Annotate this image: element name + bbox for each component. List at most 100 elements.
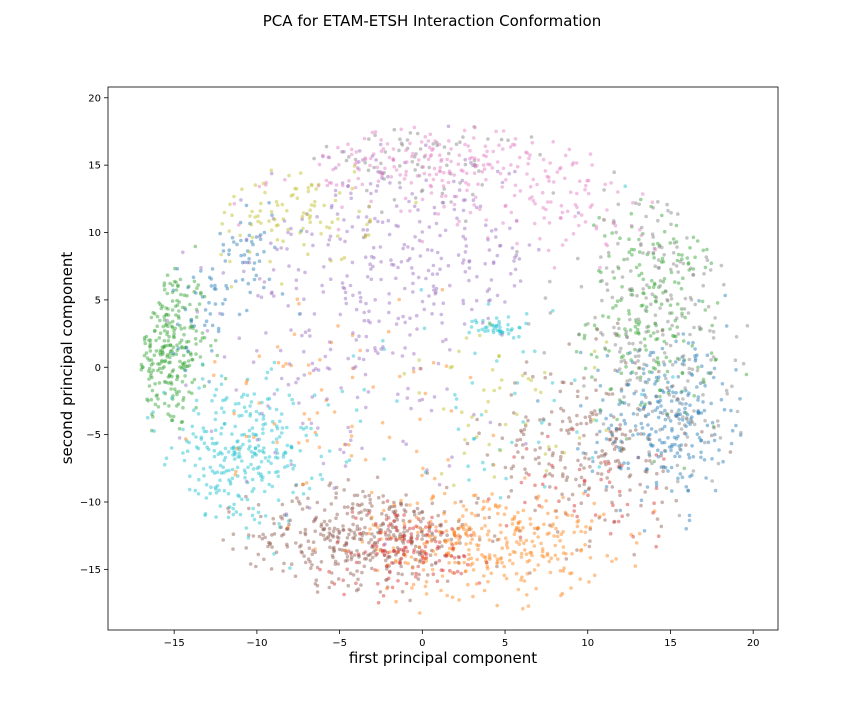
scatter-point bbox=[410, 539, 414, 544]
scatter-point bbox=[441, 568, 445, 573]
scatter-point bbox=[604, 452, 608, 456]
scatter-point bbox=[249, 400, 254, 404]
scatter-point bbox=[309, 203, 314, 207]
scatter-point bbox=[380, 220, 385, 224]
scatter-point bbox=[398, 185, 403, 190]
scatter-point bbox=[687, 366, 691, 371]
scatter-point bbox=[286, 519, 291, 523]
scatter-point bbox=[601, 314, 605, 318]
scatter-point bbox=[181, 396, 186, 400]
scatter-point bbox=[303, 330, 308, 335]
scatter-point bbox=[644, 305, 649, 309]
scatter-point bbox=[190, 357, 194, 362]
scatter-point bbox=[378, 170, 382, 175]
scatter-point bbox=[283, 178, 287, 182]
scatter-point bbox=[396, 513, 400, 517]
scatter-point bbox=[640, 426, 645, 430]
scatter-point bbox=[231, 453, 235, 457]
scatter-point bbox=[267, 470, 271, 475]
scatter-point bbox=[586, 191, 591, 196]
scatter-point bbox=[145, 356, 150, 360]
scatter-point bbox=[209, 485, 213, 490]
scatter-point bbox=[520, 373, 525, 378]
scatter-point bbox=[429, 184, 434, 189]
scatter-point bbox=[629, 269, 633, 273]
scatter-point bbox=[517, 257, 522, 261]
scatter-point bbox=[457, 555, 462, 560]
scatter-point bbox=[461, 261, 465, 265]
scatter-point bbox=[233, 452, 237, 457]
scatter-point bbox=[148, 344, 152, 348]
scatter-point bbox=[400, 572, 404, 577]
scatter-point bbox=[248, 404, 252, 408]
scatter-point bbox=[536, 525, 540, 530]
scatter-point bbox=[331, 547, 336, 551]
scatter-point bbox=[411, 582, 416, 587]
scatter-point bbox=[206, 447, 211, 452]
scatter-point bbox=[728, 450, 733, 454]
scatter-point bbox=[583, 366, 588, 371]
scatter-point bbox=[557, 499, 561, 504]
scatter-point bbox=[325, 523, 329, 527]
scatter-point bbox=[629, 247, 634, 252]
scatter-point bbox=[636, 366, 641, 370]
scatter-point bbox=[499, 329, 503, 333]
scatter-point bbox=[638, 408, 642, 412]
scatter-point bbox=[244, 546, 248, 550]
scatter-point bbox=[652, 501, 656, 506]
scatter-point bbox=[465, 441, 470, 446]
scatter-point bbox=[644, 458, 648, 463]
scatter-point bbox=[639, 503, 643, 508]
scatter-point bbox=[158, 331, 163, 336]
scatter-point bbox=[297, 301, 301, 306]
scatter-point bbox=[599, 270, 603, 275]
scatter-point bbox=[398, 532, 403, 536]
scatter-point bbox=[482, 555, 486, 559]
scatter-point bbox=[319, 388, 324, 392]
scatter-point bbox=[408, 256, 412, 261]
scatter-point bbox=[524, 415, 528, 419]
scatter-point bbox=[511, 336, 516, 340]
scatter-point bbox=[328, 347, 333, 352]
scatter-point bbox=[376, 170, 380, 174]
scatter-point bbox=[220, 452, 224, 456]
scatter-point bbox=[644, 414, 648, 419]
scatter-point bbox=[386, 174, 390, 179]
scatter-point bbox=[269, 367, 274, 371]
scatter-point bbox=[359, 517, 364, 521]
scatter-point bbox=[576, 447, 580, 451]
scatter-point bbox=[399, 127, 404, 132]
scatter-point bbox=[418, 366, 422, 371]
scatter-point bbox=[433, 552, 438, 557]
scatter-point bbox=[578, 350, 583, 355]
scatter-point bbox=[706, 371, 711, 375]
scatter-point bbox=[682, 359, 686, 363]
scatter-point bbox=[646, 412, 651, 417]
scatter-point bbox=[603, 460, 607, 464]
scatter-point bbox=[420, 239, 425, 244]
scatter-point bbox=[457, 517, 462, 522]
scatter-point bbox=[374, 189, 379, 193]
scatter-point bbox=[421, 516, 425, 521]
scatter-point bbox=[719, 263, 724, 268]
scatter-point bbox=[456, 526, 461, 531]
scatter-point bbox=[629, 371, 633, 376]
scatter-point bbox=[664, 412, 669, 416]
scatter-point bbox=[349, 438, 353, 443]
scatter-point bbox=[430, 522, 435, 527]
scatter-point bbox=[342, 488, 347, 492]
scatter-point bbox=[564, 552, 568, 556]
scatter-point bbox=[654, 337, 658, 342]
scatter-point bbox=[653, 294, 657, 299]
scatter-point bbox=[666, 380, 670, 385]
scatter-point bbox=[451, 548, 456, 552]
scatter-point bbox=[688, 246, 692, 250]
scatter-point bbox=[336, 217, 340, 221]
scatter-point bbox=[175, 348, 180, 353]
scatter-point bbox=[551, 309, 555, 313]
scatter-point bbox=[528, 153, 532, 157]
scatter-point bbox=[675, 258, 680, 263]
scatter-point bbox=[486, 162, 490, 166]
scatter-point bbox=[375, 551, 379, 556]
scatter-point bbox=[353, 553, 357, 557]
